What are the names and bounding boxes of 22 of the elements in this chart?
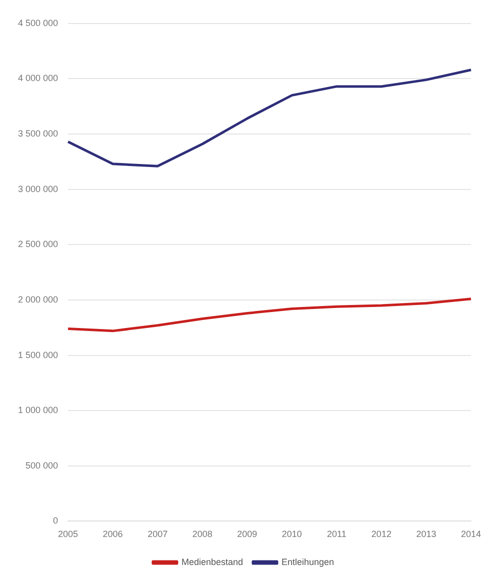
y-tick-label: 500 000	[25, 460, 58, 470]
x-tick-label: 2005	[58, 529, 78, 540]
y-tick-label: 2 500 000	[18, 239, 58, 250]
x-tick-label: 2007	[148, 529, 168, 540]
x-tick-label: 2014	[460, 529, 482, 540]
y-tick-label: 4 000 000	[18, 73, 58, 84]
x-tick-label: 2012	[371, 529, 392, 540]
x-tick-label: 2011	[326, 529, 346, 540]
x-tick-label: 2009	[237, 529, 258, 540]
y-tick-label: 2 000 000	[18, 294, 58, 304]
y-tick-label: 1 500 000	[18, 350, 58, 360]
x-tick-label: 2010	[282, 529, 302, 540]
y-tick-label: 0	[53, 516, 58, 526]
legend-label: Medienbestand	[181, 556, 243, 567]
x-tick-label: 2006	[102, 529, 123, 540]
y-tick-label: 3 000 000	[18, 184, 58, 194]
y-tick-label: 3 500 000	[18, 128, 58, 139]
x-tick-label: 2008	[192, 529, 212, 540]
y-tick-label: 4 500 000	[18, 18, 58, 28]
y-tick-label: 1 000 000	[18, 405, 58, 416]
x-tick-label: 2013	[416, 529, 436, 540]
legend-label: Entleihungen	[282, 556, 334, 567]
